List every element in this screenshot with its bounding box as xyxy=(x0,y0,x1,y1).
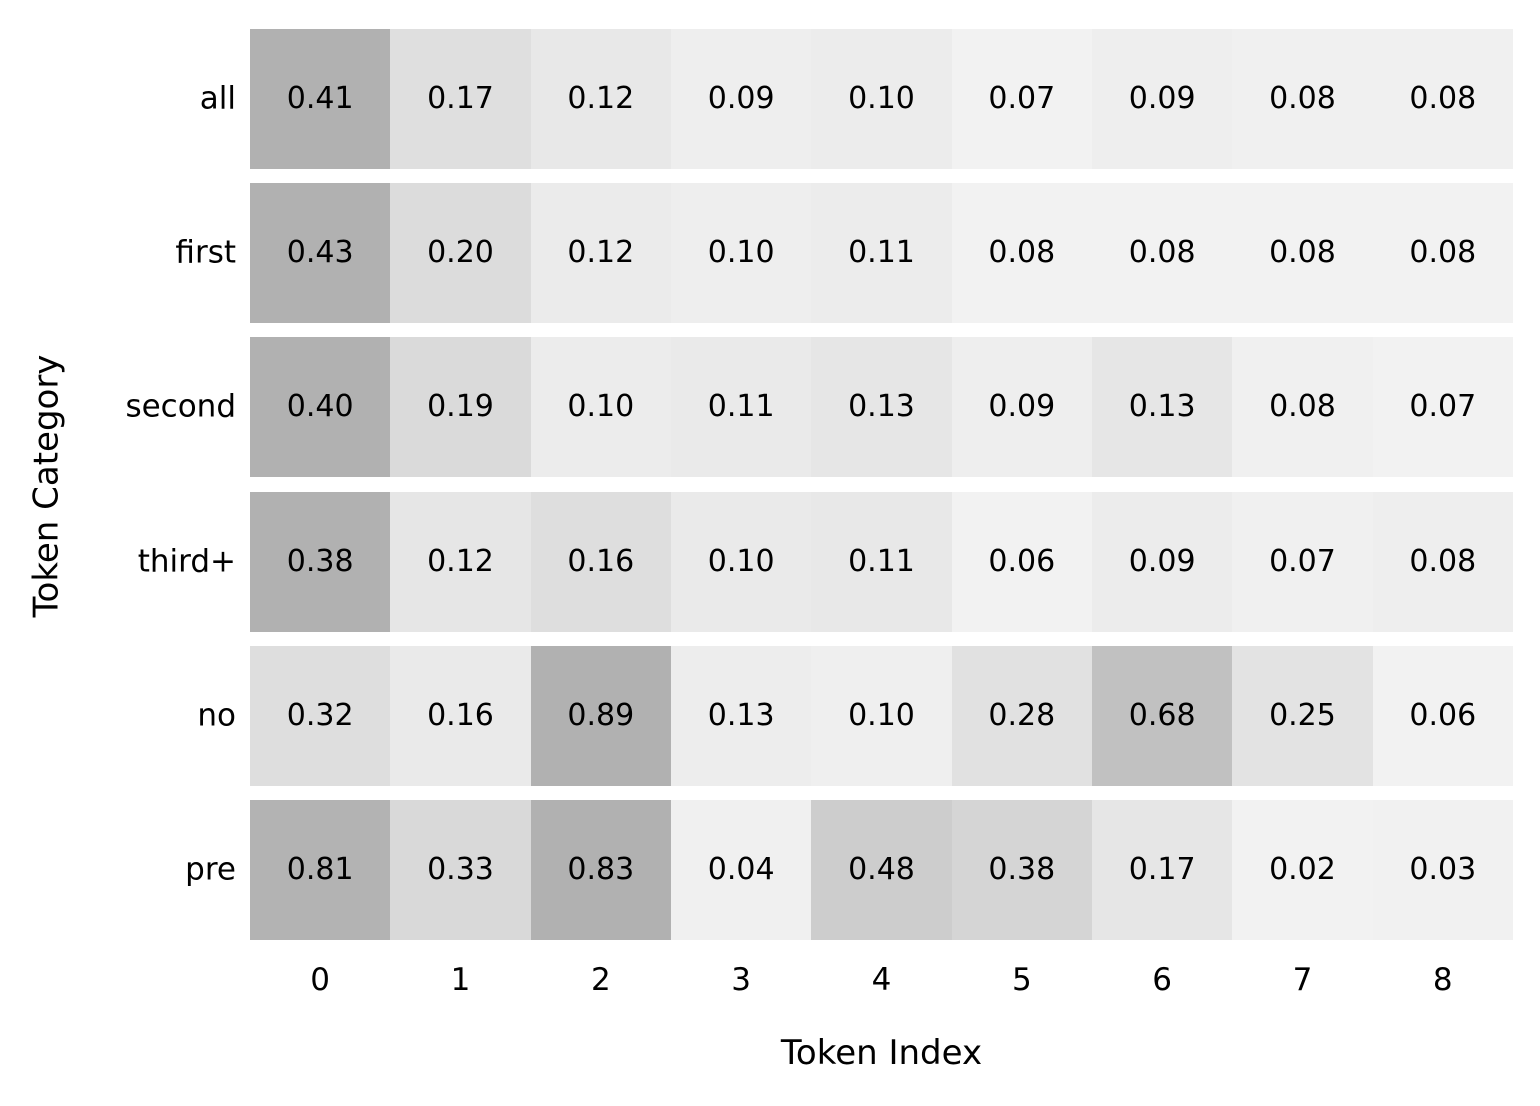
heatmap-cell: 0.12 xyxy=(390,491,531,632)
heatmap-cell: 0.89 xyxy=(530,645,671,786)
x-tick-label: 7 xyxy=(1292,962,1313,998)
heatmap-cell: 0.81 xyxy=(250,799,391,940)
heatmap-cell: 0.08 xyxy=(951,183,1092,324)
heatmap-cell: 0.07 xyxy=(1372,337,1513,478)
heatmap-cell: 0.08 xyxy=(1232,29,1373,169)
heatmap-cell: 0.11 xyxy=(670,337,812,478)
heatmap-grid: all 0.41 0.17 0.12 0.09 0.10 0.07 0.09 0.08 0.08 f… xyxy=(125,29,1513,940)
heatmap-cell: 0.40 xyxy=(250,337,391,478)
heatmap-cell: 0.25 xyxy=(1232,645,1373,786)
row-label: third+ xyxy=(137,543,236,580)
heatmap-cell: 0.13 xyxy=(811,337,952,478)
heatmap-cell: 0.03 xyxy=(1372,799,1513,940)
heatmap-cell: 0.16 xyxy=(530,491,671,632)
heatmap-cell: 0.11 xyxy=(811,491,952,632)
heatmap-row: first 0.43 0.20 0.12 0.10 0.11 0.08 0.08 0.08 0.0… xyxy=(175,183,1513,324)
heatmap-cell: 0.02 xyxy=(1232,799,1373,940)
x-axis-ticks: 0 1 2 3 4 5 6 7 8 xyxy=(250,962,1513,999)
heatmap-cell: 0.10 xyxy=(811,645,952,786)
x-tick-label: 0 xyxy=(310,962,331,998)
heatmap-cell: 0.09 xyxy=(670,29,812,169)
heatmap-cell: 0.33 xyxy=(390,799,531,940)
heatmap-cell: 0.38 xyxy=(250,491,391,632)
heatmap-row: third+ 0.38 0.12 0.16 0.10 0.11 0.06 0.09 0.07 0.… xyxy=(138,491,1513,632)
heatmap-cell: 0.08 xyxy=(1232,337,1373,478)
heatmap-cell: 0.07 xyxy=(1232,491,1373,632)
heatmap-cell: 0.20 xyxy=(390,183,531,324)
heatmap-cell: 0.08 xyxy=(1232,183,1373,324)
heatmap-cell: 0.41 xyxy=(250,29,391,169)
heatmap-cell: 0.06 xyxy=(1372,645,1513,786)
x-tick-label: 5 xyxy=(1011,962,1032,998)
heatmap-cell: 0.10 xyxy=(811,29,952,169)
row-label: no xyxy=(197,697,236,734)
heatmap-cell: 0.07 xyxy=(951,29,1092,169)
heatmap-cell: 0.09 xyxy=(1091,29,1233,169)
heatmap-cell: 0.12 xyxy=(530,183,671,324)
y-axis-label: Token Category xyxy=(26,354,67,618)
row-label: first xyxy=(175,234,236,271)
heatmap-cell: 0.13 xyxy=(670,645,812,786)
x-tick-label: 6 xyxy=(1152,962,1172,998)
heatmap-cell: 0.10 xyxy=(530,337,671,478)
row-label: all xyxy=(199,80,236,117)
x-tick-label: 3 xyxy=(731,962,752,998)
heatmap-cell: 0.08 xyxy=(1372,183,1513,324)
heatmap-cell: 0.08 xyxy=(1372,491,1513,632)
x-tick-label: 4 xyxy=(871,962,892,998)
heatmap-row: second 0.40 0.19 0.10 0.11 0.13 0.09 0.13 0.08 0.… xyxy=(125,337,1513,478)
heatmap-cell: 0.19 xyxy=(390,337,531,478)
x-axis-label: Token Index xyxy=(780,1033,983,1073)
heatmap-cell: 0.32 xyxy=(250,645,391,786)
heatmap-cell: 0.17 xyxy=(1091,799,1233,940)
heatmap-cell: 0.38 xyxy=(951,799,1092,940)
heatmap-cell: 0.68 xyxy=(1091,645,1233,786)
heatmap-cell: 0.10 xyxy=(670,183,812,324)
x-tick-label: 8 xyxy=(1432,962,1453,998)
heatmap-cell: 0.09 xyxy=(1091,491,1233,632)
row-label: second xyxy=(125,388,236,425)
heatmap-cell: 0.83 xyxy=(530,799,671,940)
heatmap-row: no 0.32 0.16 0.89 0.13 0.10 0.28 0.68 0.25 0.06 xyxy=(197,645,1513,786)
heatmap-cell: 0.08 xyxy=(1372,29,1513,169)
heatmap-row: pre 0.81 0.33 0.83 0.04 0.48 0.38 0.17 0.02 0.03 xyxy=(185,799,1513,940)
heatmap-cell: 0.17 xyxy=(390,29,531,169)
heatmap-cell: 0.12 xyxy=(530,29,671,169)
heatmap-row: all 0.41 0.17 0.12 0.09 0.10 0.07 0.09 0.08 0.08 xyxy=(200,29,1513,169)
heatmap-cell: 0.28 xyxy=(951,645,1092,786)
heatmap-cell: 0.10 xyxy=(670,491,812,632)
heatmap-cell: 0.16 xyxy=(390,645,531,786)
x-tick-label: 1 xyxy=(450,962,471,998)
heatmap-cell: 0.11 xyxy=(811,183,952,324)
heatmap-cell: 0.48 xyxy=(811,799,952,940)
heatmap-cell: 0.06 xyxy=(951,491,1092,632)
heatmap-cell: 0.13 xyxy=(1091,337,1233,478)
heatmap-cell: 0.09 xyxy=(951,337,1092,478)
heatmap-cell: 0.43 xyxy=(250,183,391,324)
x-tick-label: 2 xyxy=(590,962,611,998)
heatmap-cell: 0.04 xyxy=(670,799,812,940)
heatmap-cell: 0.08 xyxy=(1091,183,1233,324)
row-label: pre xyxy=(185,851,236,888)
